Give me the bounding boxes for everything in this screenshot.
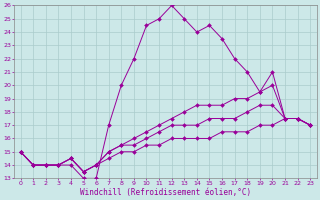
X-axis label: Windchill (Refroidissement éolien,°C): Windchill (Refroidissement éolien,°C) — [80, 188, 251, 197]
